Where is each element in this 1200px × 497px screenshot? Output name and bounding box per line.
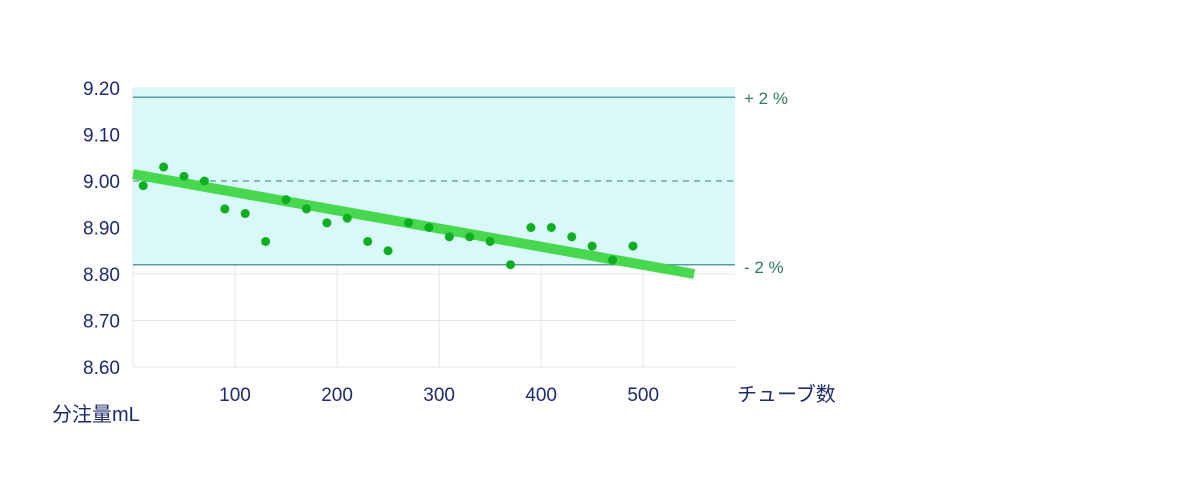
data-point: [403, 218, 413, 228]
data-point: [506, 260, 516, 270]
x-tick-label: 200: [321, 385, 353, 406]
y-tick-label: 8.80: [83, 265, 120, 286]
y-tick-label: 8.70: [83, 312, 120, 333]
data-point: [159, 162, 169, 172]
x-axis-label: チューブ数: [737, 382, 836, 406]
upper-tolerance-label: + 2 %: [744, 89, 788, 108]
data-point: [138, 181, 148, 191]
trend-line-group: [132, 169, 696, 279]
data-point: [526, 223, 536, 232]
data-point: [281, 195, 291, 205]
data-point: [567, 232, 577, 242]
data-point: [546, 223, 556, 232]
data-point: [199, 176, 209, 186]
y-tick-label: 8.60: [83, 358, 120, 379]
y-tick-label: 8.90: [83, 219, 120, 240]
data-point: [628, 241, 638, 251]
y-tick-label: 9.00: [83, 172, 120, 193]
y-tick-label: 9.20: [83, 79, 120, 100]
data-point: [363, 236, 373, 246]
x-tick-label: 500: [627, 385, 659, 406]
tolerance-band: [133, 88, 735, 266]
data-point: [587, 241, 597, 251]
trend-line: [132, 169, 696, 279]
x-tick-label: 400: [525, 385, 557, 406]
data-point: [342, 213, 352, 223]
data-point: [179, 171, 189, 181]
lower-tolerance-label: - 2 %: [744, 258, 784, 277]
data-point: [424, 223, 434, 232]
x-tick-label: 100: [219, 385, 251, 406]
data-point: [383, 246, 393, 256]
tolerance-band-fill: [133, 88, 735, 265]
data-point: [444, 232, 454, 242]
data-points: [138, 162, 638, 270]
data-point: [240, 209, 250, 219]
tick-labels: 8.60 8.70 8.80 8.90 9.00 9.10 9.20 100 200 300 400…: [83, 79, 659, 406]
data-point: [322, 218, 332, 228]
data-point: [301, 204, 311, 214]
data-point: [485, 236, 495, 246]
y-tick-label: 9.10: [83, 126, 120, 147]
data-point: [261, 236, 271, 246]
data-point: [220, 204, 230, 214]
y-axis-label: 分注量mL: [52, 403, 140, 426]
x-tick-label: 300: [423, 385, 455, 406]
data-point: [608, 255, 618, 265]
data-point: [465, 232, 475, 242]
